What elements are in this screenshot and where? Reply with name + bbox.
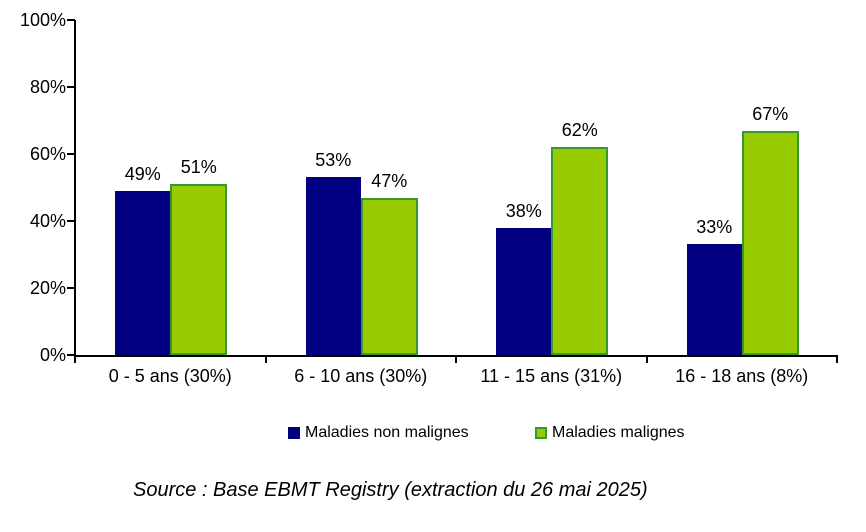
bar-value-label: 62% [561,120,598,140]
legend-item-malignes: Maladies malignes [535,422,685,444]
source-note: Source : Base EBMT Registry (extraction … [133,479,648,501]
bar-maladies-non-malignes [115,191,171,355]
y-tick-label: 20% [29,278,66,298]
plot-area: 49% 51% 53% 47% 38% 62% 33% 67% [75,20,837,355]
bar-maladies-malignes [170,184,228,355]
bar-value-label: 33% [696,217,733,237]
y-tick-mark [67,220,75,222]
y-tick-mark [67,86,75,88]
y-tick-mark [67,19,75,21]
bar-maladies-non-malignes [305,177,361,355]
x-tick-mark [836,355,838,363]
y-tick-label: 100% [19,10,66,30]
x-category-label: 11 - 15 ans (31%) [480,366,623,386]
bar-value-label: 38% [505,201,542,221]
legend-swatch-non-malignes-icon [288,427,300,439]
x-category-label: 16 - 18 ans (8%) [675,366,809,386]
x-tick-mark [455,355,457,363]
x-category-label: 6 - 10 ans (30%) [294,366,428,386]
bar-value-label: 53% [315,150,352,170]
bar-maladies-non-malignes [686,244,742,355]
legend-item-non-malignes: Maladies non malignes [288,422,469,444]
legend-label-malignes: Maladies malignes [552,424,685,441]
bar-maladies-malignes [551,147,609,355]
y-tick-mark [67,153,75,155]
y-tick-label: 0% [39,345,66,365]
bar-maladies-non-malignes [496,228,552,355]
x-tick-mark [264,355,267,363]
y-tick-label: 60% [29,144,66,164]
bar-value-label: 47% [371,171,408,191]
y-tick-label: 80% [29,77,66,97]
bar-value-label: 51% [180,157,217,177]
y-tick-label: 40% [29,211,66,231]
bar-maladies-malignes [360,198,418,355]
y-axis-line [74,20,76,357]
y-tick-mark [67,354,75,356]
legend-label-non-malignes: Maladies non malignes [305,424,469,441]
x-category-label: 0 - 5 ans (30%) [108,366,232,386]
y-tick-mark [67,287,75,289]
x-tick-mark [645,355,648,363]
legend-swatch-malignes-icon [535,427,547,439]
bar-value-label: 67% [752,104,789,124]
bar-value-label: 49% [124,164,161,184]
x-tick-mark [74,355,76,363]
bar-maladies-malignes [741,131,799,355]
